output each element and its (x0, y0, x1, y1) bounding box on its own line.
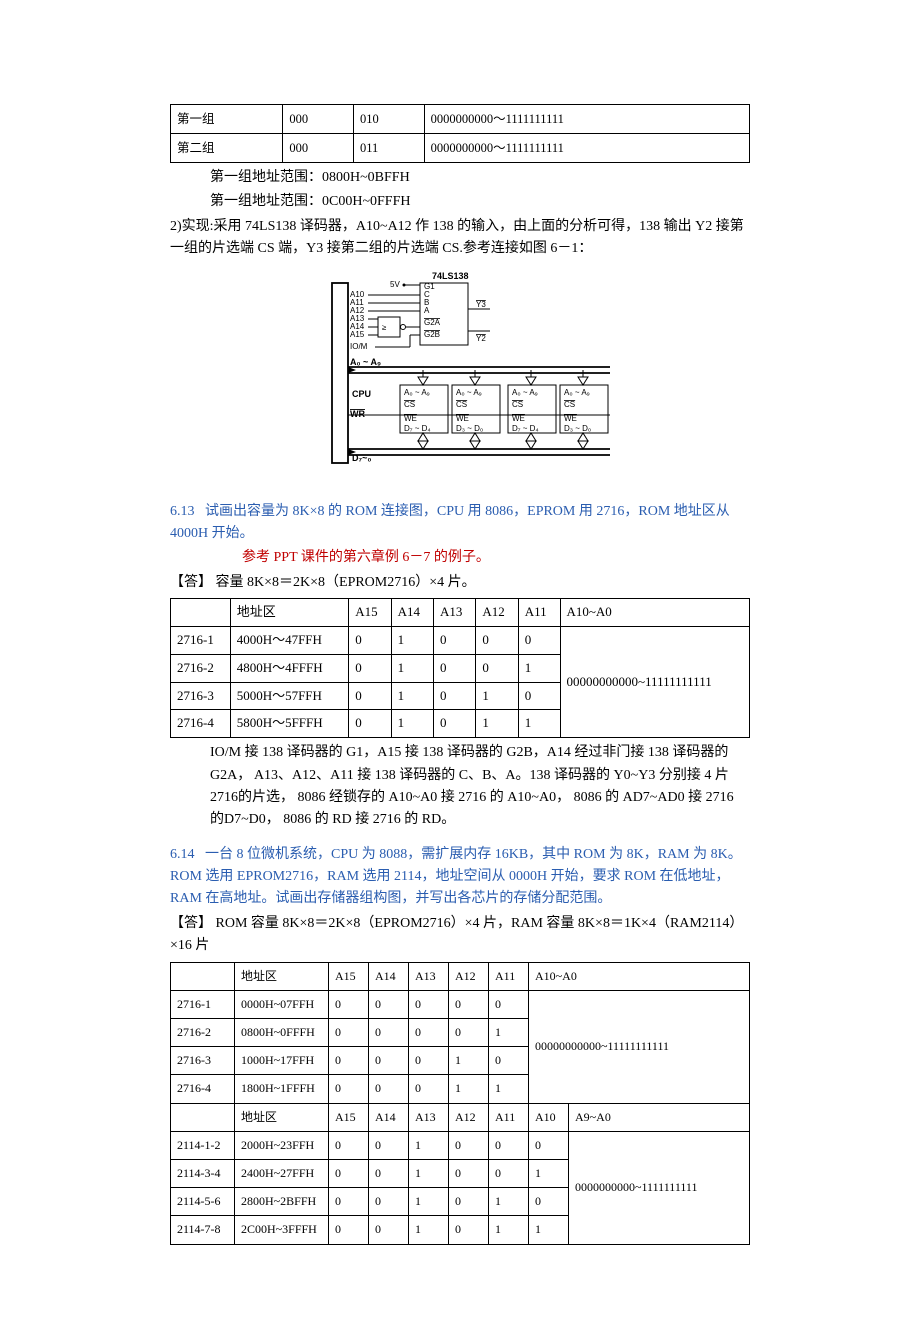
svg-text:D₇ ~ D₄: D₇ ~ D₄ (404, 424, 431, 433)
svg-text:G2B: G2B (424, 330, 440, 339)
svg-text:D₃ ~ D₀: D₃ ~ D₀ (456, 424, 483, 433)
binary-range: 00000000000~11111111111 (529, 990, 750, 1103)
svg-text:IO/M: IO/M (350, 342, 368, 351)
cell-col3: 010 (353, 105, 424, 134)
table-row: 第二组 000 011 0000000000～1111111111 (171, 134, 750, 163)
svg-text:A₀ ~ A₉: A₀ ~ A₉ (512, 388, 538, 397)
svg-text:Y2: Y2 (476, 334, 486, 343)
svg-text:A₀ ~ A₉: A₀ ~ A₉ (456, 388, 482, 397)
table-header-row: 地址区 A15 A14 A13 A12 A11 A10 A9~A0 (171, 1103, 750, 1131)
svg-text:D₇ ~ D₄: D₇ ~ D₄ (512, 424, 539, 433)
svg-text:D₃ ~ D₀: D₃ ~ D₀ (564, 424, 591, 433)
svg-text:WE: WE (512, 414, 525, 423)
ans-text: ROM 容量 8K×8＝2K×8（EPROM2716）×4 片，RAM 容量 8… (170, 916, 743, 953)
top-group-table: 第一组 000 010 0000000000～1111111111 第二组 00… (170, 104, 750, 163)
svg-text:A15: A15 (350, 330, 365, 339)
header-cell (171, 599, 231, 627)
table-row: 2716-1 0000H~07FFH 0 0 0 0 0 00000000000… (171, 990, 750, 1018)
q614-table: 地址区 A15 A14 A13 A12 A11 A10~A0 2716-1 00… (170, 962, 750, 1245)
svg-text:A₀ ~ A₉: A₀ ~ A₉ (350, 357, 381, 367)
binary-range: 0000000000~1111111111 (569, 1131, 750, 1244)
svg-text:≥: ≥ (382, 323, 387, 332)
q613-explanation: IO/M 接 138 译码器的 G1，A15 接 138 译码器的 G2B，A1… (170, 742, 750, 832)
q614-header: 6.14 一台 8 位微机系统，CPU 为 8088，需扩展内存 16KB，其中… (170, 844, 750, 911)
svg-text:Y3: Y3 (476, 300, 486, 309)
header-cell: A15 (349, 599, 391, 627)
cell-group: 第二组 (171, 134, 283, 163)
table-row: 2716-1 4000H～47FFH 0 1 0 0 0 00000000000… (171, 626, 750, 654)
svg-text:CS: CS (404, 400, 415, 409)
header-cell: A10~A0 (560, 599, 750, 627)
svg-text:CS: CS (512, 400, 523, 409)
binary-range: 00000000000~11111111111 (560, 626, 750, 737)
cell-col2: 000 (283, 134, 354, 163)
table-row: 第一组 000 010 0000000000～1111111111 (171, 105, 750, 134)
cell-group: 第一组 (171, 105, 283, 134)
svg-text:CS: CS (564, 400, 575, 409)
cell-col3: 011 (353, 134, 424, 163)
svg-text:WR: WR (350, 409, 365, 419)
table-row: 2114-1-2 2000H~23FFH 0 0 1 0 0 0 0000000… (171, 1131, 750, 1159)
q614-answer: 【答】 ROM 容量 8K×8＝2K×8（EPROM2716）×4 片，RAM … (170, 913, 750, 958)
svg-text:CPU: CPU (352, 389, 371, 399)
addr-range-1: 第一组地址范围：0800H~0BFFH (170, 167, 750, 189)
svg-text:WE: WE (456, 414, 469, 423)
svg-text:WE: WE (564, 414, 577, 423)
ans-text: 容量 8K×8＝2K×8（EPROM2716）×4 片。 (216, 575, 476, 590)
q613-header: 6.13 试画出容量为 8K×8 的 ROM 连接图，CPU 用 8086，EP… (170, 501, 750, 546)
addr-range-2: 第一组地址范围：0C00H~0FFFH (170, 191, 750, 213)
svg-text:A: A (424, 306, 430, 315)
q613-red-note: 参考 PPT 课件的第六章例 6－7 的例子。 (170, 547, 750, 569)
implementation-text: 2)实现:采用 74LS138 译码器，A10~A12 作 138 的输入，由上… (170, 216, 750, 261)
q613-answer: 【答】 容量 8K×8＝2K×8（EPROM2716）×4 片。 (170, 572, 750, 594)
svg-text:74LS138: 74LS138 (432, 271, 469, 281)
svg-text:CS: CS (456, 400, 467, 409)
table-header-row: 地址区 A15 A14 A13 A12 A11 A10~A0 (171, 962, 750, 990)
header-cell: A11 (518, 599, 560, 627)
header-cell: A12 (476, 599, 518, 627)
ans-label: 【答】 (170, 575, 212, 590)
header-cell: A13 (433, 599, 475, 627)
q-title: 试画出容量为 8K×8 的 ROM 连接图，CPU 用 8086，EPROM 用… (170, 504, 730, 541)
q613-table: 地址区 A15 A14 A13 A12 A11 A10~A0 2716-1 40… (170, 598, 750, 738)
header-cell: 地址区 (230, 599, 349, 627)
q-title: 一台 8 位微机系统，CPU 为 8088，需扩展内存 16KB，其中 ROM … (170, 847, 742, 907)
q-num: 6.13 (170, 504, 195, 519)
svg-text:A₀ ~ A₉: A₀ ~ A₉ (564, 388, 590, 397)
svg-text:G2A: G2A (424, 318, 441, 327)
cell-col2: 000 (283, 105, 354, 134)
q-num: 6.14 (170, 847, 195, 862)
cell-range: 0000000000～1111111111 (424, 134, 749, 163)
svg-text:A₀ ~ A₉: A₀ ~ A₉ (404, 388, 430, 397)
svg-text:WE: WE (404, 414, 417, 423)
cell-range: 0000000000～1111111111 (424, 105, 749, 134)
svg-text:5V: 5V (390, 280, 400, 289)
ans-label: 【答】 (170, 916, 212, 931)
circuit-diagram: .l { stroke:#000; stroke-width:1; fill:n… (290, 269, 630, 489)
header-cell: A14 (391, 599, 433, 627)
table-header-row: 地址区 A15 A14 A13 A12 A11 A10~A0 (171, 599, 750, 627)
